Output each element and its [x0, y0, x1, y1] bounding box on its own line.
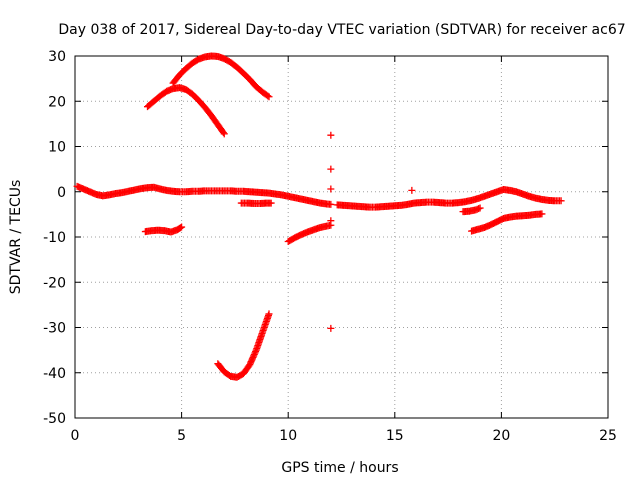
data-point: [220, 130, 228, 138]
data-point: [408, 186, 416, 194]
x-tick-label: 15: [386, 428, 404, 444]
y-tick-label: 0: [57, 185, 66, 201]
series-low-band-2: [237, 199, 275, 208]
y-tick-label: -10: [43, 230, 66, 246]
data-point: [327, 165, 335, 173]
x-tick-label: 0: [71, 428, 80, 444]
data-point: [327, 200, 335, 208]
data-point: [538, 210, 546, 218]
series-low-band-3: [284, 221, 335, 246]
series-baseline-late: [333, 185, 565, 211]
data-point: [265, 93, 273, 101]
data-point: [557, 197, 565, 205]
series-arc-bottom: [214, 310, 273, 381]
axis-ticks: 0 5 10 15 20 25 30 20 10 0 -10 -20 -30 -40 -50: [43, 49, 617, 444]
x-tick-label: 5: [177, 428, 186, 444]
data-point: [327, 324, 335, 332]
y-tick-label: 10: [48, 140, 66, 156]
y-tick-label: -50: [43, 411, 66, 427]
data-point: [177, 224, 185, 232]
y-tick-label: -40: [43, 366, 66, 382]
data-point: [327, 185, 335, 193]
data-point: [264, 92, 272, 100]
data-point: [267, 199, 275, 207]
x-tick-label: 10: [279, 428, 297, 444]
data-points: [73, 52, 565, 381]
data-point: [327, 131, 335, 139]
y-tick-label: -20: [43, 275, 66, 291]
x-axis-label: GPS time / hours: [281, 460, 398, 476]
series-outliers: [327, 131, 416, 332]
data-point: [327, 217, 335, 225]
y-tick-label: 20: [48, 94, 66, 110]
y-tick-label: -30: [43, 321, 66, 337]
data-point: [178, 223, 186, 231]
grid: [75, 56, 608, 418]
series-low-band-4: [459, 204, 484, 216]
data-point: [219, 129, 227, 137]
series-arc-upper-low: [143, 84, 228, 138]
data-point: [476, 204, 484, 212]
series-arc-upper-high: [169, 52, 273, 101]
y-axis-label: SDTVAR / TECUs: [8, 180, 24, 295]
x-tick-label: 25: [599, 428, 617, 444]
data-point: [265, 310, 273, 318]
x-tick-label: 20: [492, 428, 510, 444]
plot-frame: [74, 55, 609, 419]
series-low-band-1: [141, 223, 186, 236]
series-baseline-early: [73, 182, 335, 208]
y-tick-label: 30: [48, 49, 66, 65]
chart-title: Day 038 of 2017, Sidereal Day-to-day VTE…: [58, 22, 625, 38]
series-low-band-5: [468, 210, 546, 235]
